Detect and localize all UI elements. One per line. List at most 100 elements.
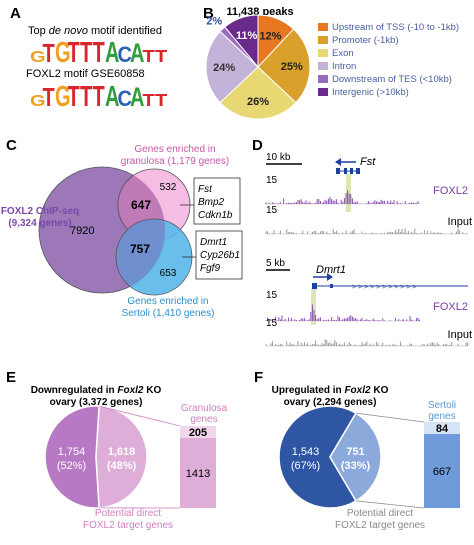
overlap-sertoli-region [115, 218, 165, 293]
logo-letter-t: T [155, 91, 168, 111]
granulosa-gene-1: Bmp2 [198, 197, 225, 208]
logo-letter-a: A [130, 38, 144, 69]
legend-label: Promoter (-1kb) [332, 35, 399, 46]
logo-letter-a: A [105, 80, 119, 113]
pie-slice-other-count: 1,754 [58, 446, 86, 458]
top-input-label: Input [448, 216, 472, 228]
bar-segment-enriched [424, 422, 460, 434]
pie-slice-other [278, 405, 357, 509]
panel-c-letter: C [6, 137, 17, 154]
top-scale-label: 10 kb [266, 152, 291, 163]
pie-slice-target-pct: (48%) [107, 460, 137, 472]
downregulated-pie: 1,754 (52%) 1,618 (48%) [44, 405, 148, 509]
legend-label: Intron [332, 61, 356, 72]
top-foxl2-ymax: 15 [266, 175, 278, 186]
pie-e-title-1: Downregulated in Foxl2 KO [31, 385, 162, 396]
bottom-gene-arrow-head [327, 273, 333, 281]
logo-letter-g: G [55, 80, 71, 113]
pie-slice-target [329, 412, 382, 502]
bottom-input-label: Input [448, 329, 472, 341]
logo-letter-c: C [118, 43, 132, 67]
logo-letter-g: G [30, 48, 46, 66]
pie-b-title: 11,438 peaks [226, 6, 293, 18]
pie-slice-other-count: 1,543 [292, 446, 320, 458]
legend-label: Upstream of TSS (-10 to -1kb) [332, 22, 459, 33]
pie-e-caption-1: Potential direct [95, 508, 161, 519]
logo-letter-t: T [43, 82, 55, 111]
top-gene-name: Fst [360, 156, 376, 168]
top-gene-arrow-head [335, 158, 341, 166]
count-overlap-sertoli: 757 [130, 242, 150, 256]
upregulated-pie: 1,543 (67%) 751 (33%) [278, 405, 382, 509]
pie-f-caption-2: FOXL2 target genes [335, 520, 425, 531]
bar-segment-rest [180, 438, 216, 508]
bar-f-label-2: genes [428, 411, 455, 422]
legend-label: Downstream of TES (<10kb) [332, 74, 452, 85]
pie-f-title-1: Upregulated in Foxl2 KO [272, 385, 389, 396]
legend-swatch [318, 49, 328, 57]
logo-letter-c: C [118, 87, 132, 111]
bar-e-label-1: Granulosa [181, 403, 228, 414]
granulosa-stack-bar: 205 1413 [99, 405, 216, 509]
count-overlap-granulosa: 647 [131, 198, 151, 212]
count-sertoli-only: 653 [160, 268, 177, 279]
legend-swatch [318, 62, 328, 70]
logo-letter-a: A [105, 36, 119, 69]
legend-swatch [318, 75, 328, 83]
top-input-ymax: 15 [266, 205, 278, 216]
pie-b-slice-label: 11% [236, 30, 258, 42]
sertoli-set-label-2: Sertoli (1,410 genes) [122, 308, 215, 319]
granulosa-gene-2: Cdkn1b [198, 210, 233, 221]
top-foxl2-label: FOXL2 [433, 185, 468, 197]
logo-letter-g: G [30, 92, 46, 110]
bottom-input-track [265, 339, 469, 347]
bottom-gene-name: Dmrt1 [316, 264, 346, 276]
pie-e-caption-2: FOXL2 target genes [83, 520, 173, 531]
bar-segment-rest [424, 434, 460, 508]
pie-slice-target-count: 1,618 [108, 446, 136, 458]
pie-f-title-2: ovary (2,294 genes) [284, 397, 377, 408]
count-chip-only: 7920 [70, 225, 94, 237]
bottom-foxl2-track [265, 304, 421, 322]
top-input-track [265, 228, 469, 235]
bar-segment-enriched [180, 426, 216, 438]
bottom-gene-model: > > > > > > > > > > > [312, 283, 468, 291]
pie-b-slice [257, 28, 311, 104]
logo-letter-t: T [43, 38, 55, 67]
pie-b-slice-label: 24% [213, 62, 235, 74]
logo-letter-a: A [130, 82, 144, 113]
top-foxl2-track [265, 190, 421, 205]
pie-b-slice-label: 25% [281, 61, 303, 73]
panel-a-letter: A [10, 5, 21, 22]
pie-slice-other-pct: (52%) [57, 460, 86, 472]
pie-b-legend: Upstream of TSS (-10 to -1kb) Promoter (-… [318, 22, 459, 98]
top-highlight [346, 174, 351, 212]
logo-letter-t: T [93, 36, 105, 69]
logo-letter-t: T [80, 36, 92, 69]
granulosa-gene-0: Fst [198, 184, 213, 195]
bottom-foxl2-ymax: 15 [266, 290, 278, 301]
panel-e-letter: E [6, 369, 16, 386]
explode-line [355, 500, 425, 509]
pie-b-slice [224, 14, 259, 69]
logo-letter-t: T [93, 80, 105, 113]
logo-letter-t: T [68, 80, 80, 113]
motif1-title: Top de novo motif identified [28, 25, 162, 37]
count-granulosa-only: 532 [160, 182, 177, 193]
legend-label: Exon [332, 48, 354, 59]
logo-letter-t: T [155, 47, 168, 67]
pie-e-title-2: ovary (3,372 genes) [50, 397, 143, 408]
bottom-scale-label: 5 kb [266, 258, 285, 269]
bottom-highlight [311, 289, 316, 325]
top-gene-model [336, 168, 360, 174]
sertoli-gene-box [195, 230, 243, 280]
pie-b-slice-label: 12% [259, 31, 281, 43]
bar-e-label-2: genes [190, 414, 217, 425]
logo-letter-t: T [80, 80, 92, 113]
motif2-title: FOXL2 motif GSE60858 [26, 68, 145, 80]
panel-b-letter: B [203, 5, 214, 22]
chip-label-2: (9,324 genes) [8, 218, 71, 229]
chip-label-1: FOXL2 ChIP-seq [1, 206, 79, 217]
